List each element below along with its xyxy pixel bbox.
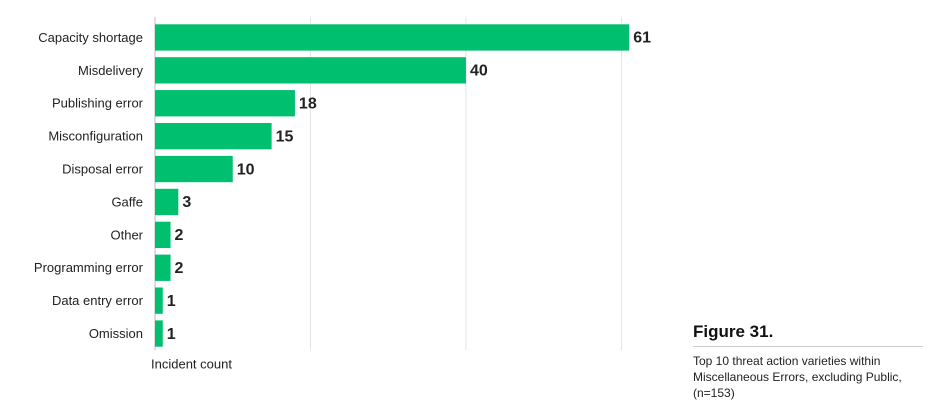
bar: [155, 90, 295, 117]
value-label: 1: [167, 326, 176, 343]
value-label: 40: [470, 63, 488, 80]
value-label: 2: [175, 260, 184, 277]
bar: [155, 254, 171, 281]
chart-title: Figure 31.: [693, 322, 923, 347]
bar: [155, 188, 179, 216]
y-tick-label: Other: [110, 227, 143, 242]
chart-subtitle: Top 10 threat action varieties within Mi…: [693, 354, 902, 400]
bar: [155, 155, 233, 183]
bar: [155, 320, 163, 347]
figure-caption: Figure 31. Top 10 threat action varietie…: [693, 322, 923, 401]
bar: [155, 287, 163, 314]
value-label: 18: [299, 95, 317, 112]
value-label: 1: [167, 293, 176, 310]
y-tick-label: Omission: [89, 326, 143, 341]
bar: [155, 122, 272, 150]
value-label: 61: [633, 30, 651, 47]
y-tick-label: Capacity shortage: [38, 30, 143, 45]
y-tick-label: Disposal error: [62, 161, 144, 176]
value-label: 2: [175, 227, 184, 244]
bar: [155, 24, 630, 51]
y-tick-label: Misdelivery: [78, 63, 144, 78]
bar: [155, 57, 466, 84]
y-tick-label: Data entry error: [52, 293, 144, 308]
bar: [155, 221, 171, 249]
y-tick-label: Gaffe: [111, 194, 143, 209]
y-tick-label: Misconfiguration: [48, 129, 143, 144]
y-tick-label: Publishing error: [52, 96, 144, 111]
y-tick-label: Programming error: [34, 260, 144, 275]
x-axis-label: Incident count: [151, 356, 232, 371]
value-label: 10: [237, 161, 255, 178]
value-label: 3: [182, 194, 191, 211]
value-label: 15: [276, 128, 294, 145]
